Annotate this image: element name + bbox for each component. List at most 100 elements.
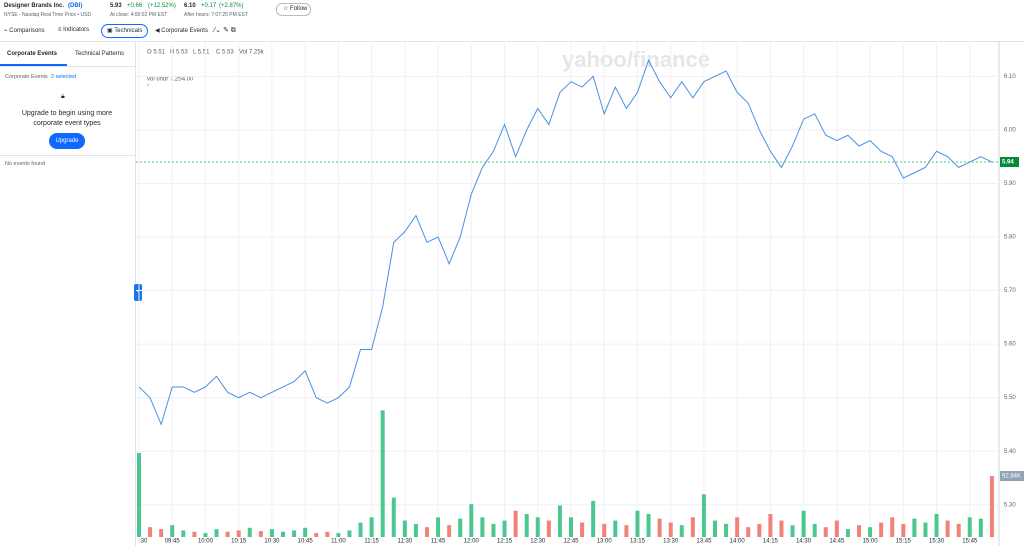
ohlc-item: C 5.53 (216, 50, 234, 56)
x-tick-label: 10:15 (231, 539, 247, 545)
last-price-label: 5.94 (1002, 160, 1014, 166)
volume-bar (923, 522, 928, 537)
volume-bar (646, 514, 651, 537)
y-tick-label: 5.50 (1004, 395, 1016, 401)
ohlc-item: L 5.51 (193, 50, 210, 56)
volume-bar (679, 525, 684, 537)
volume-legend: vol undr 7,254.00 (147, 77, 194, 83)
x-tick-label: 15:30 (929, 539, 945, 545)
x-tick-label: 11:00 (331, 539, 346, 545)
y-tick-label: 5.70 (1004, 288, 1016, 294)
x-tick-label: 11:15 (364, 539, 379, 545)
volume-bar (402, 520, 407, 537)
volume-bar (857, 525, 861, 537)
y-tick-label: 5.80 (1004, 235, 1016, 241)
volume-bar (214, 529, 219, 537)
volume-bar (989, 476, 994, 537)
volume-bar (436, 517, 441, 537)
volume-bar (513, 510, 518, 537)
volume-bar (735, 517, 740, 537)
upgrade-text: Upgrade to begin using more corporate ev… (21, 110, 113, 127)
corporate-events[interactable]: ◀ Corporate Events (155, 28, 208, 34)
upgrade-button[interactable]: Upgrade (49, 133, 85, 149)
draw-tools[interactable]: ⁄⌄ ✎ ⧉ (214, 27, 236, 34)
filter-value[interactable]: 2 selected (51, 74, 77, 80)
volume-bar (502, 520, 507, 537)
volume-bar (281, 531, 285, 537)
tab-active[interactable]: Corporate Events (7, 51, 58, 57)
x-tick-label: 15:45 (962, 539, 978, 545)
label: Corporate Events (161, 28, 208, 34)
follow-label: ☆ Follow (283, 6, 308, 12)
volume-bar (159, 529, 164, 537)
volume-bar (325, 531, 330, 537)
volume-bar (713, 520, 717, 537)
x-tick-label: 14:00 (730, 539, 746, 545)
follow-button[interactable]: ☆ Follow (276, 3, 311, 16)
volume-bar (292, 530, 297, 537)
last-price-box (1000, 157, 1019, 168)
volume-bar (790, 525, 795, 537)
volume-bar (413, 523, 418, 537)
comparisons[interactable]: ⌁ Comparisons (4, 28, 45, 34)
x-tick-label: 12:45 (563, 539, 579, 545)
sidebar: Corporate Events Technical Patterns Corp… (0, 42, 136, 546)
x-tick-label: 10:45 (298, 539, 314, 545)
volume-bar (458, 518, 463, 537)
volume-bar (535, 517, 540, 537)
volume-bar (768, 514, 773, 537)
volume-bar (137, 452, 141, 537)
x-tick-label: 15:00 (863, 539, 879, 545)
volume-bar (613, 520, 618, 537)
volume-bar (425, 527, 429, 537)
volume-bar (469, 504, 474, 537)
volume-bar (868, 527, 873, 537)
volume-bar (148, 527, 153, 537)
collapse-legend[interactable]: ˆ (147, 85, 150, 92)
volume-bar (247, 527, 252, 537)
volume-bar (258, 531, 263, 537)
y-tick-label: 6.00 (1004, 127, 1016, 133)
volume-bar (192, 531, 197, 537)
x-tick-label: 11:30 (398, 539, 413, 545)
change-pct: (+12.52%) (148, 3, 176, 9)
x-tick-label: 12:15 (497, 539, 513, 545)
x-tick-label: :30 (139, 539, 148, 545)
indicators[interactable]: ≡ Indicators (58, 27, 90, 33)
x-tick-label: 14:15 (763, 539, 779, 545)
volume-bar (690, 517, 695, 537)
volume-bar (203, 533, 208, 537)
volume-label-box (1000, 471, 1024, 482)
ticker[interactable]: (DBI) (68, 3, 83, 9)
empty-note: No events found (5, 161, 46, 167)
x-tick-label: 13:45 (696, 539, 712, 545)
ohlc-item: H 5.53 (170, 50, 188, 56)
price: 5.93 (110, 3, 122, 9)
volume-bar (269, 529, 274, 537)
volume-bar (380, 410, 385, 537)
ohlc-item: Vol 7.25k (239, 50, 265, 56)
volume-bar (890, 517, 895, 537)
y-tick-label: 5.90 (1004, 181, 1016, 187)
ah-change: +0.17 (201, 3, 217, 9)
volume-bar (701, 494, 706, 537)
x-tick-label: 13:00 (597, 539, 613, 545)
volume-bar (801, 510, 806, 537)
volume-bar (236, 530, 241, 537)
company-name: Designer Brands Inc. (4, 3, 65, 9)
volume-bar (569, 517, 573, 537)
volume-bar (591, 500, 596, 537)
volume-bar (546, 520, 551, 537)
divider (0, 41, 1024, 42)
divider (0, 155, 135, 156)
y-tick-label: 5.60 (1004, 342, 1016, 348)
technicals[interactable]: ▣ Technicals (101, 24, 148, 38)
volume-bar (934, 514, 939, 537)
tab[interactable]: Technical Patterns (75, 51, 125, 57)
volume-bar (336, 533, 341, 537)
collapse-button[interactable]: ‹ (134, 284, 142, 301)
x-tick-label: 09:45 (165, 539, 181, 545)
x-tick-label: 14:30 (796, 539, 812, 545)
x-tick-label: 13:30 (663, 539, 679, 545)
x-tick-label: 10:00 (198, 539, 214, 545)
